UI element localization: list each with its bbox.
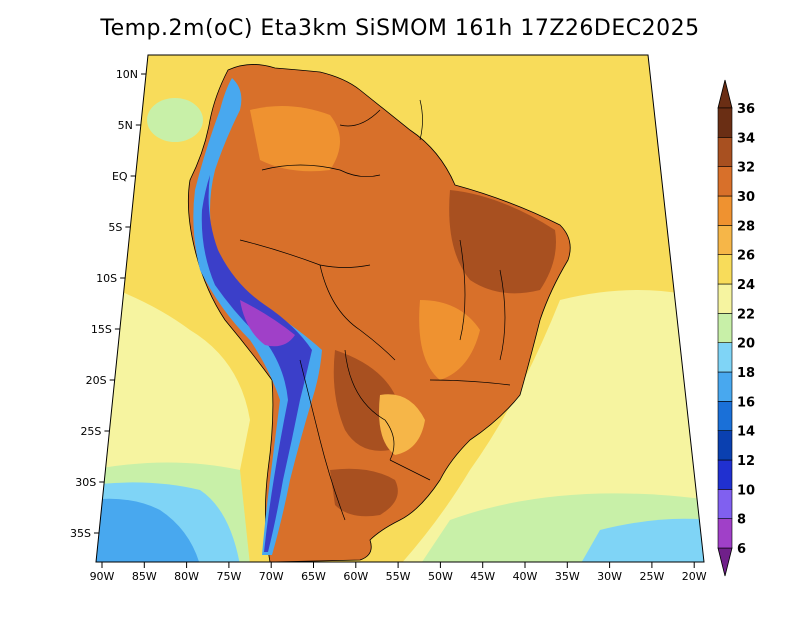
- andes-coldest-core: [201, 175, 312, 552]
- colorbar-label: 10: [737, 483, 755, 498]
- colorbar-swatch: [717, 459, 733, 490]
- colorbar-label: 34: [737, 131, 755, 146]
- warm-zone-amazon-north: [250, 106, 340, 172]
- colorbar: 6 8 10 12 14 16 18 20 22 24 26 28 30 32 34 36: [717, 79, 755, 577]
- colorbar-swatch: [717, 225, 733, 255]
- colorbar-label: 30: [737, 190, 755, 205]
- mild-zone-south-brazil: [379, 394, 425, 455]
- colorbar-label: 22: [737, 307, 755, 322]
- lon-tick-label: 85W: [132, 570, 157, 583]
- colorbar-label: 16: [737, 395, 755, 410]
- lon-tick-label: 20W: [682, 570, 707, 583]
- lat-tick-label: 20S: [86, 374, 107, 387]
- lon-tick-label: 55W: [386, 570, 411, 583]
- ocean-mild-field-pacific: [96, 280, 250, 480]
- lat-tick-label: EQ: [112, 170, 128, 183]
- colorbar-label: 18: [737, 366, 755, 381]
- lon-tick-label: 70W: [259, 570, 284, 583]
- colorbar-arrow-bottom: [717, 547, 733, 577]
- colorbar-label: 8: [737, 513, 746, 528]
- colorbar-swatch: [717, 137, 733, 167]
- hot-zone-pampa: [330, 468, 398, 517]
- colorbar-swatch: [717, 166, 733, 197]
- colorbar-label: 12: [737, 454, 755, 469]
- lat-tick-label: 25S: [80, 425, 101, 438]
- andes-altiplano-purple: [240, 300, 295, 347]
- lat-tick-label: 5N: [118, 119, 133, 132]
- colorbar-swatch: [717, 283, 733, 314]
- lat-tick-label: 10S: [96, 272, 117, 285]
- longitude-axis: 90W 85W 80W 75W 70W 65W 60W 55W 50W 45W 40W 35W 30W 2…: [90, 562, 707, 583]
- lat-tick-label: 30S: [75, 476, 96, 489]
- lon-tick-label: 30W: [597, 570, 622, 583]
- colorbar-swatch: [717, 489, 733, 519]
- lon-tick-label: 25W: [639, 570, 664, 583]
- latitude-axis: 10N 5N EQ 5S 10S 15S 20S 25S 30S 35S: [70, 68, 147, 540]
- colorbar-label: 6: [737, 542, 746, 557]
- colorbar-label: 36: [737, 102, 755, 117]
- lon-tick-label: 90W: [90, 570, 115, 583]
- colorbar-label: 28: [737, 219, 755, 234]
- warm-zone-central-brazil: [419, 300, 480, 380]
- lon-tick-label: 60W: [343, 570, 368, 583]
- colorbar-swatch: [717, 313, 733, 343]
- colorbar-label: 26: [737, 249, 755, 264]
- hot-zone-northeast: [449, 190, 556, 294]
- lat-tick-label: 5S: [108, 221, 122, 234]
- map-area: [96, 55, 704, 562]
- colorbar-swatch: [717, 195, 733, 226]
- map-border: [95, 54, 705, 563]
- colorbar-label: 14: [737, 425, 755, 440]
- ocean-cool-patch-north: [147, 98, 203, 142]
- colorbar-label: 20: [737, 337, 755, 352]
- lon-tick-label: 40W: [513, 570, 538, 583]
- lon-tick-label: 50W: [428, 570, 453, 583]
- lon-tick-label: 65W: [301, 570, 326, 583]
- map-title: Temp.2m(oC) Eta3km SiSMOM 161h 17Z26DEC2…: [100, 16, 700, 41]
- lat-tick-label: 35S: [70, 527, 91, 540]
- colorbar-swatch: [717, 401, 733, 431]
- colorbar-label: 24: [737, 278, 755, 293]
- lon-tick-label: 45W: [470, 570, 495, 583]
- colorbar-swatch: [717, 518, 733, 549]
- colorbar-swatch: [717, 342, 733, 373]
- lon-tick-label: 35W: [555, 570, 580, 583]
- ocean-cold-field-atlantic: [580, 518, 704, 562]
- colorbar-swatch: [717, 430, 733, 461]
- colorbar-swatch: [717, 371, 733, 402]
- lat-tick-label: 15S: [91, 323, 112, 336]
- colorbar-arrow-top: [717, 79, 733, 109]
- colorbar-swatch: [717, 107, 733, 138]
- colorbar-label: 32: [737, 161, 755, 176]
- colorbar-swatch: [717, 254, 733, 285]
- lon-tick-label: 80W: [174, 570, 199, 583]
- country-borders: [239, 99, 511, 521]
- lon-tick-label: 75W: [216, 570, 241, 583]
- lat-tick-label: 10N: [116, 68, 138, 81]
- ocean-colder-field-pacific: [96, 498, 200, 562]
